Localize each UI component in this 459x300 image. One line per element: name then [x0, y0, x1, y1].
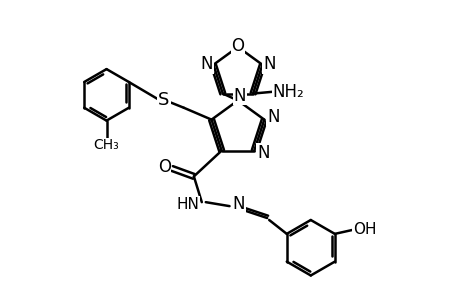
Text: NH₂: NH₂ [272, 82, 304, 100]
Text: O: O [157, 158, 170, 176]
Text: O: O [231, 37, 244, 55]
Text: OH: OH [352, 222, 375, 237]
Text: N: N [256, 144, 269, 162]
Text: HN: HN [176, 196, 199, 211]
Text: CH₃: CH₃ [94, 138, 119, 152]
Text: S: S [158, 91, 169, 109]
Text: N: N [232, 195, 244, 213]
Text: N: N [266, 108, 279, 126]
Text: N: N [263, 55, 275, 73]
Text: N: N [200, 55, 212, 73]
Text: N: N [233, 86, 246, 104]
